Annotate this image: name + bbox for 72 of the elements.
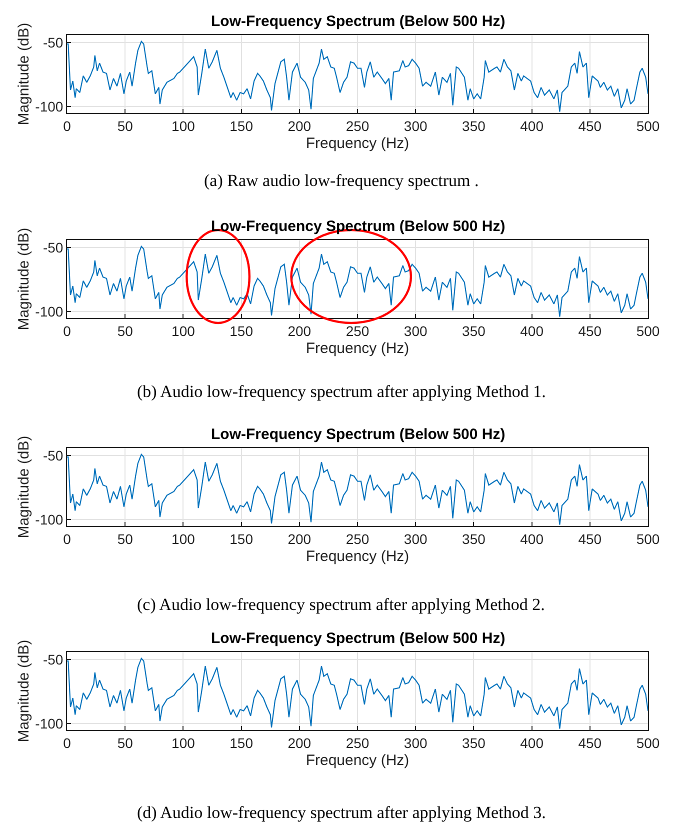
- line-series: [67, 246, 648, 318]
- line-series: [67, 454, 648, 526]
- y-tick-label: -100: [35, 716, 64, 732]
- x-tick-label: 450: [578, 322, 602, 339]
- x-tick-label: 100: [172, 734, 196, 751]
- text: (b) Audio low-frequency spectrum after applying Method 1.: [137, 382, 546, 401]
- x-tick-label: 450: [578, 734, 602, 751]
- x-tick-label: 350: [462, 322, 486, 339]
- x-tick-label: 100: [172, 530, 196, 547]
- chart-title: Low-Frequency Spectrum (Below 500 Hz): [211, 630, 506, 647]
- x-tick-label: 400: [520, 118, 544, 134]
- x-tick-label: 300: [404, 322, 428, 339]
- x-tick-label: 400: [520, 530, 544, 547]
- y-tick-label: -50: [42, 448, 64, 464]
- x-tick-label: 50: [117, 118, 134, 134]
- line-series: [67, 40, 648, 112]
- y-tick-label: -100: [35, 304, 64, 320]
- x-tick-label: 250: [346, 118, 370, 134]
- x-tick-label: 300: [404, 118, 428, 134]
- chart-title: Low-Frequency Spectrum (Below 500 Hz): [211, 13, 506, 30]
- x-tick-label: 450: [578, 118, 602, 134]
- y-tick-label: -50: [42, 652, 64, 668]
- x-tick-label: 500: [636, 734, 660, 751]
- x-tick-label: 50: [117, 734, 134, 751]
- y-axis-title: Magnitude (dB): [15, 228, 32, 330]
- x-tick-label: 200: [288, 734, 312, 751]
- x-tick-label: 400: [520, 322, 544, 339]
- x-axis-title: Frequency (Hz): [306, 134, 410, 152]
- x-tick-label: 200: [288, 530, 312, 547]
- x-tick-label: 450: [578, 530, 602, 547]
- y-axis-title: Magnitude (dB): [15, 640, 32, 742]
- x-tick-label: 150: [230, 118, 254, 134]
- x-tick-label: 150: [230, 530, 254, 547]
- x-tick-label: 150: [230, 322, 254, 339]
- y-tick-label: -50: [42, 240, 64, 256]
- y-tick-label: -100: [35, 512, 64, 528]
- x-tick-label: 250: [346, 322, 370, 339]
- x-tick-label: 0: [63, 734, 72, 751]
- chart-title: Low-Frequency Spectrum (Below 500 Hz): [211, 426, 506, 443]
- text: (d) Audio low-frequency spectrum after applying Method 3.: [137, 803, 546, 822]
- x-tick-label: 150: [230, 734, 254, 751]
- text: (c) Audio low-frequency spectrum after applying Method 2.: [137, 595, 545, 614]
- x-tick-label: 350: [462, 734, 486, 751]
- chart-title: Low-Frequency Spectrum (Below 500 Hz): [211, 218, 506, 235]
- x-tick-label: 300: [404, 530, 428, 547]
- x-tick-label: 500: [636, 118, 660, 134]
- y-tick-label: -100: [35, 98, 64, 115]
- y-tick-label: -50: [42, 34, 64, 51]
- x-tick-label: 250: [346, 530, 370, 547]
- x-tick-label: 100: [172, 118, 196, 134]
- x-tick-label: 50: [117, 530, 134, 547]
- x-tick-label: 0: [63, 530, 72, 547]
- x-tick-label: 250: [346, 734, 370, 751]
- x-tick-label: 100: [172, 322, 196, 339]
- y-axis-title: Magnitude (dB): [15, 436, 32, 538]
- x-tick-label: 350: [462, 530, 486, 547]
- x-tick-label: 500: [636, 322, 660, 339]
- x-tick-label: 50: [117, 322, 134, 339]
- x-tick-label: 500: [636, 530, 660, 547]
- x-tick-label: 0: [63, 118, 72, 134]
- y-axis-title: Magnitude (dB): [15, 22, 32, 126]
- x-tick-label: 350: [462, 118, 486, 134]
- x-tick-label: 300: [404, 734, 428, 751]
- x-tick-label: 200: [288, 322, 312, 339]
- line-series: [67, 658, 648, 730]
- x-tick-label: 200: [288, 118, 312, 134]
- x-tick-label: 400: [520, 734, 544, 751]
- x-axis-title: Frequency (Hz): [306, 548, 410, 565]
- x-tick-label: 0: [63, 322, 72, 339]
- x-axis-title: Frequency (Hz): [306, 340, 410, 357]
- x-axis-title: Frequency (Hz): [306, 752, 410, 769]
- text: (a) Raw audio low-frequency spectrum .: [204, 171, 479, 190]
